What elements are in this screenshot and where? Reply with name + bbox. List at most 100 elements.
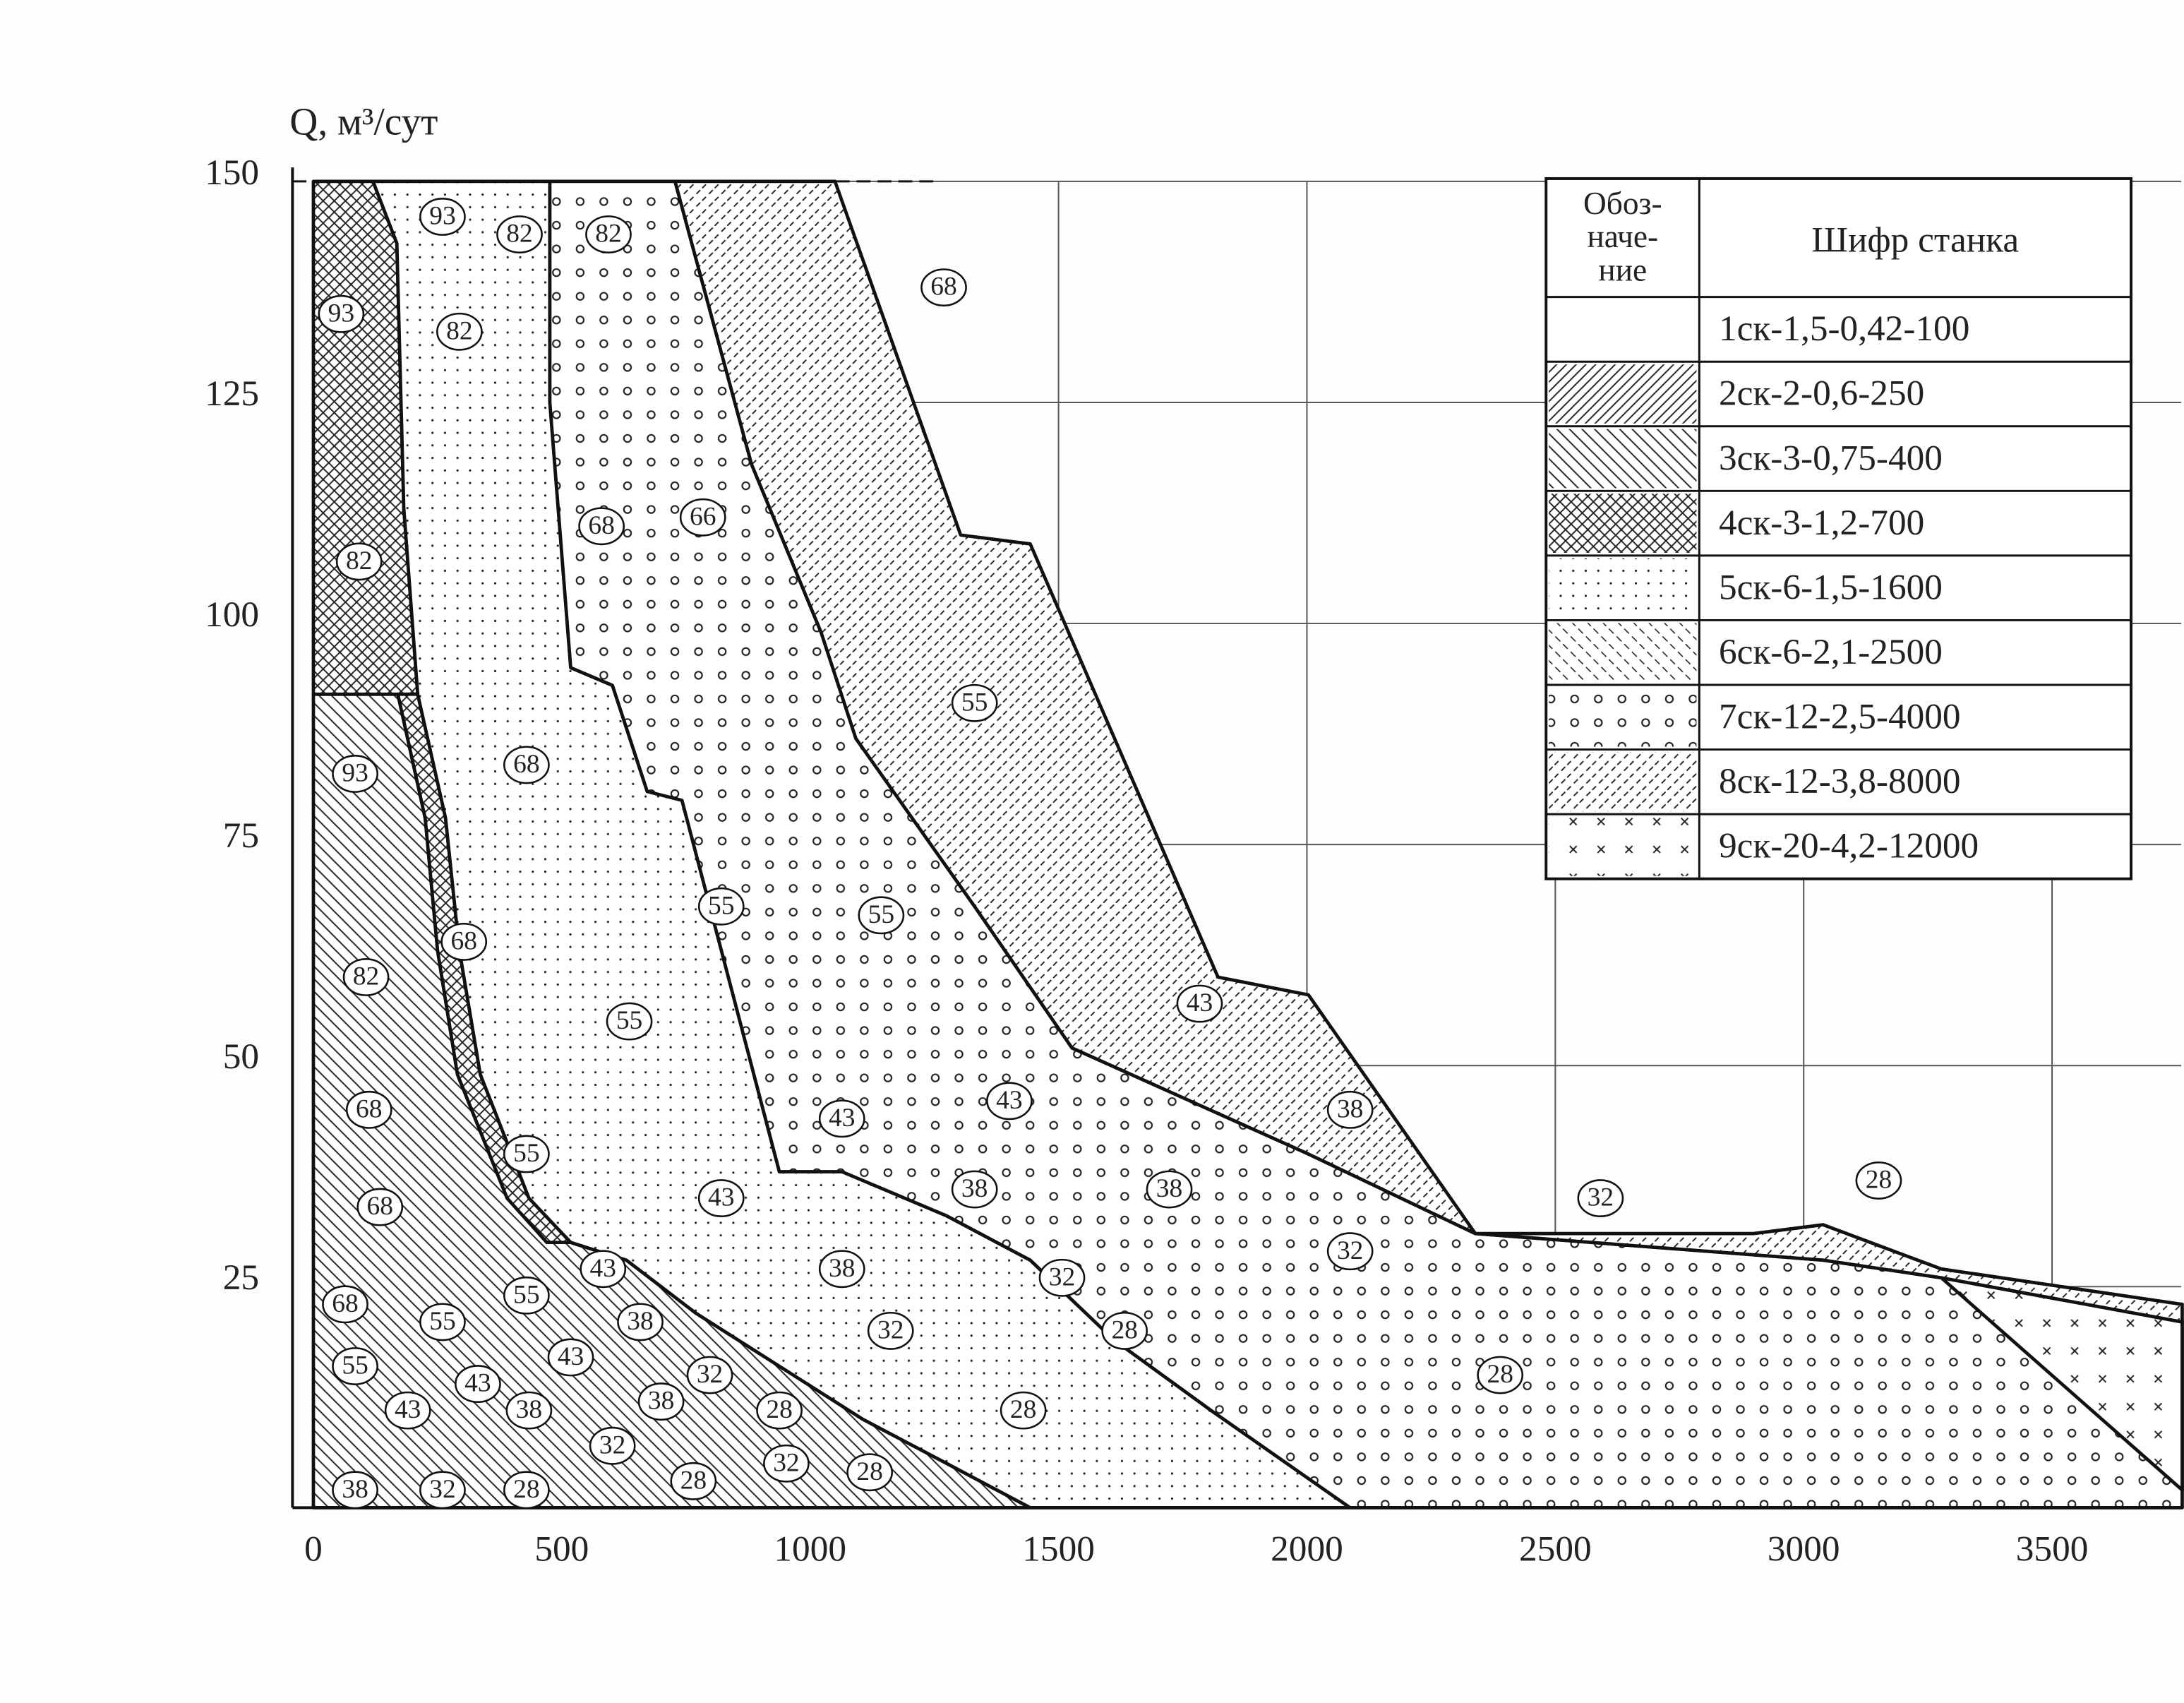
y-tick-label: 150 <box>205 153 259 193</box>
zone-label: 43 <box>996 1086 1022 1115</box>
zone-label-circle <box>756 1391 803 1430</box>
zone-label: 55 <box>513 1280 539 1309</box>
legend-label: 5ск-6-1,5-1600 <box>1719 567 1943 607</box>
zone-label: 32 <box>1337 1236 1363 1265</box>
zone-label-circle <box>580 1250 627 1289</box>
legend-header: ние <box>1598 253 1647 288</box>
zone-label: 68 <box>588 511 614 540</box>
zone-label: 43 <box>558 1342 584 1371</box>
legend-label: 3ск-3-0,75-400 <box>1719 438 1943 478</box>
legend-swatch <box>1549 558 1697 618</box>
zone-label: 28 <box>513 1475 539 1504</box>
zone-label: 32 <box>697 1360 723 1389</box>
zone-label-circle <box>1038 1258 1086 1297</box>
zone-label: 68 <box>930 273 956 301</box>
zone-label-circle <box>503 746 550 784</box>
x-tick-label: 3000 <box>1768 1529 1840 1569</box>
zone-label-circle <box>686 1356 733 1394</box>
zone-label: 55 <box>429 1307 455 1336</box>
zone-label: 82 <box>506 220 532 249</box>
zone-label: 38 <box>829 1254 855 1283</box>
zone-label-circle <box>356 1188 404 1226</box>
zone-label-circle <box>951 1170 998 1209</box>
zone-label: 28 <box>1866 1166 1892 1195</box>
legend-header: Шифр станка <box>1811 220 2019 260</box>
zone-label-circle <box>1326 1232 1374 1271</box>
zone-label-circle <box>505 1391 553 1430</box>
zone-label: 38 <box>961 1174 988 1203</box>
zone-label-circle <box>322 1285 368 1324</box>
zone-label-circle <box>332 1471 378 1510</box>
zone-label-circle <box>858 896 905 935</box>
zone-label: 28 <box>1010 1395 1036 1424</box>
zone-label-circle <box>1577 1179 1624 1218</box>
zone-label-circle <box>920 268 967 307</box>
zone-label-circle <box>332 755 378 793</box>
zone-label: 82 <box>346 546 372 575</box>
legend-swatch <box>1549 817 1697 876</box>
zone-label: 38 <box>1156 1174 1182 1203</box>
zone-label: 28 <box>1487 1360 1513 1389</box>
y-tick-label: 100 <box>205 594 259 635</box>
zone-label-circle <box>318 294 365 333</box>
legend-label: 8ск-12-3,8-8000 <box>1719 761 1961 801</box>
zone-label-circle <box>606 1002 653 1041</box>
zone-label-circle <box>1146 1170 1193 1209</box>
zone-label: 55 <box>513 1139 539 1168</box>
zone-label: 93 <box>429 202 455 231</box>
legend-swatch <box>1549 299 1697 359</box>
zone-label-circle <box>818 1099 865 1138</box>
zone-label: 43 <box>1187 988 1213 1017</box>
zone-label-circle <box>1101 1311 1148 1350</box>
zone-label-circle <box>342 958 390 996</box>
zone-label: 32 <box>773 1448 799 1477</box>
legend-label: 6ск-6-2,1-2500 <box>1719 632 1943 672</box>
legend-header: наче- <box>1587 219 1658 254</box>
zone-label-circle <box>637 1382 685 1421</box>
zone-label-circle <box>503 1276 550 1315</box>
zone-label-circle <box>1477 1356 1524 1394</box>
zone-label-circle <box>335 542 383 581</box>
zone-label: 43 <box>708 1183 734 1212</box>
zone-label-circle <box>589 1426 636 1465</box>
x-tick-label: 2500 <box>1519 1529 1592 1569</box>
legend-swatch <box>1549 429 1697 489</box>
legend-swatch <box>1549 623 1697 683</box>
zone-label: 68 <box>513 750 539 779</box>
zone-label-circle <box>818 1250 865 1289</box>
zone-label-circle <box>419 1303 466 1342</box>
legend-swatch <box>1549 752 1697 812</box>
zone-label: 68 <box>367 1192 393 1221</box>
zone-label-circle <box>455 1365 501 1403</box>
zone-label: 32 <box>877 1316 904 1345</box>
zone-label: 43 <box>590 1254 616 1283</box>
zone-label-circle <box>440 922 488 961</box>
zone-label: 68 <box>332 1289 358 1318</box>
zone-label-circle <box>670 1462 717 1500</box>
zone-label: 28 <box>680 1466 707 1495</box>
legend-label: 2ск-2-0,6-250 <box>1719 374 1924 414</box>
zone-label-circle <box>496 215 543 253</box>
zone-label: 82 <box>595 220 621 249</box>
zone-label-circle <box>697 887 745 926</box>
x-tick-label: 3500 <box>2016 1529 2089 1569</box>
y-tick-label: 25 <box>223 1257 259 1298</box>
zone-label-circle <box>384 1391 431 1430</box>
zone-label: 32 <box>1588 1183 1614 1212</box>
zone-label: 82 <box>353 962 379 991</box>
x-tick-label: 2000 <box>1271 1529 1343 1569</box>
zone-label-circle <box>1855 1161 1902 1200</box>
x-tick-label: 500 <box>534 1529 589 1569</box>
zone-label-circle <box>332 1347 378 1385</box>
zone-label-circle <box>763 1444 810 1483</box>
zone-label: 38 <box>1337 1094 1363 1123</box>
zone-label: 82 <box>446 316 472 345</box>
legend-swatch <box>1549 364 1697 424</box>
zone-label-circle <box>578 507 625 546</box>
legend-label: 4ск-3-1,2-700 <box>1719 503 1924 543</box>
zone-label-circle <box>697 1179 745 1218</box>
zone-label: 68 <box>356 1094 382 1123</box>
zone-label-circle <box>503 1135 550 1173</box>
